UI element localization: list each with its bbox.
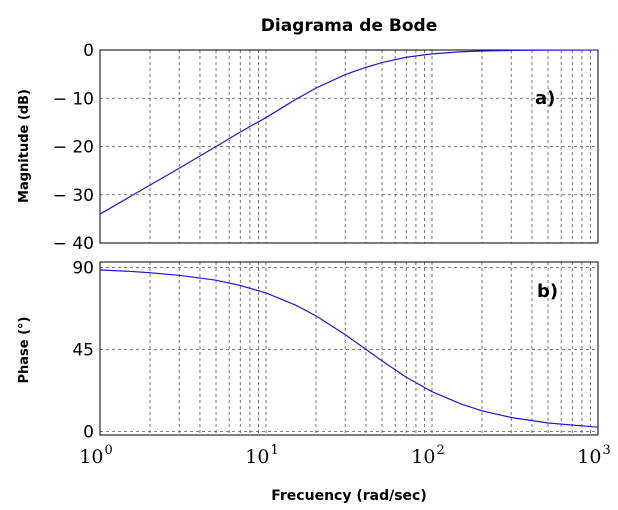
panel-label-a: a) [535,88,555,109]
magnitude-axis-label: Magnitude (dB) [17,89,32,203]
phase-ytick-label: 90 [72,258,94,278]
magnitude-curve [99,49,599,215]
phase-curve [99,269,599,428]
phase-ytick-label: 0 [83,422,94,442]
magnitude-plot-frame [99,49,599,244]
frequency-tick-label: 100 [79,443,112,468]
phase-panel: 90 45 0 b) Phase (°) [17,258,599,442]
chart-title: Diagrama de Bode [261,16,438,36]
phase-plot-frame [99,261,599,436]
magnitude-panel: 0 − 10 − 20 − 30 − 40 a) Magnitude (dB) [17,41,599,254]
frequency-tick-label: 103 [577,443,610,468]
phase-axis-label: Phase (°) [17,316,32,383]
frequency-tick-label: 102 [411,443,444,468]
magnitude-ytick-label: − 10 [53,89,94,109]
panel-label-b: b) [537,281,558,302]
magnitude-ytick-label: − 30 [53,186,94,206]
magnitude-ytick-label: − 40 [53,234,94,254]
frequency-axis-label: Frecuency (rad/sec) [271,488,427,504]
magnitude-ytick-label: − 20 [53,138,94,158]
magnitude-ytick-label: 0 [83,41,94,61]
frequency-tick-label: 101 [245,443,278,468]
phase-ytick-label: 45 [72,340,94,360]
